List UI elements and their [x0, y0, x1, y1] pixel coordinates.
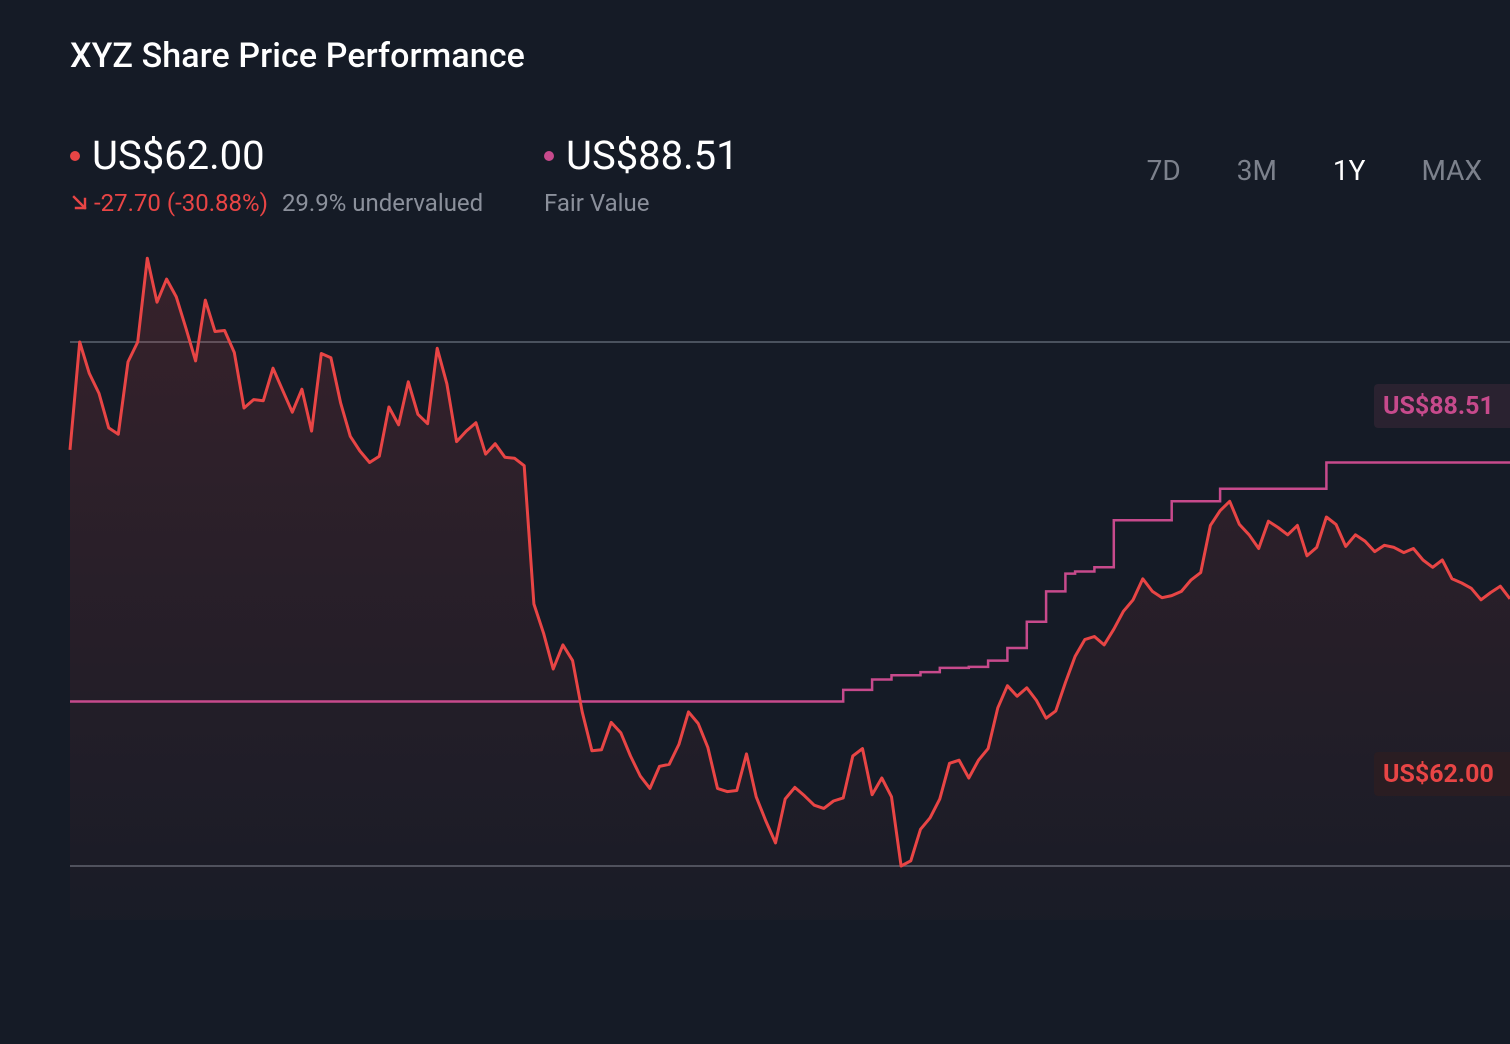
price-legend-dot — [70, 150, 80, 161]
price-badge: US$62.00 — [1374, 752, 1510, 796]
current-price-block: US$62.00 -27.70 (-30.88%) 29.9% underval… — [70, 132, 483, 217]
fair-value-row: US$88.51 — [544, 132, 739, 179]
fair-value-value: US$88.51 — [566, 132, 739, 179]
fair-value-line — [70, 461, 1510, 703]
fair-value-badge-text: US$88.51 — [1383, 392, 1494, 421]
price-change: -27.70 (-30.88%) — [70, 189, 268, 217]
price-line — [68, 256, 1510, 868]
fair-value-legend-dot — [544, 150, 554, 161]
timeframe-tabs: 7D 3M 1Y MAX — [1147, 154, 1482, 187]
fair-value-badge: US$88.51 — [1374, 384, 1510, 428]
tab-3m[interactable]: 3M — [1236, 154, 1277, 187]
arrow-down-right-icon — [72, 195, 87, 210]
tab-1y[interactable]: 1Y — [1332, 154, 1366, 187]
price-area-fill — [70, 258, 1510, 920]
fair-value-block: US$88.51 Fair Value — [544, 132, 739, 217]
tab-max[interactable]: MAX — [1421, 154, 1482, 187]
tab-7d[interactable]: 7D — [1146, 154, 1181, 187]
price-change-row: -27.70 (-30.88%) 29.9% undervalued — [70, 189, 483, 217]
price-change-value: -27.70 (-30.88%) — [94, 189, 268, 217]
chart-title: XYZ Share Price Performance — [70, 36, 525, 76]
price-badge-text: US$62.00 — [1383, 760, 1494, 789]
current-price-row: US$62.00 — [70, 132, 483, 179]
current-price-value: US$62.00 — [92, 132, 265, 179]
fair-value-label: Fair Value — [544, 189, 650, 217]
valuation-status: 29.9% undervalued — [281, 189, 484, 217]
